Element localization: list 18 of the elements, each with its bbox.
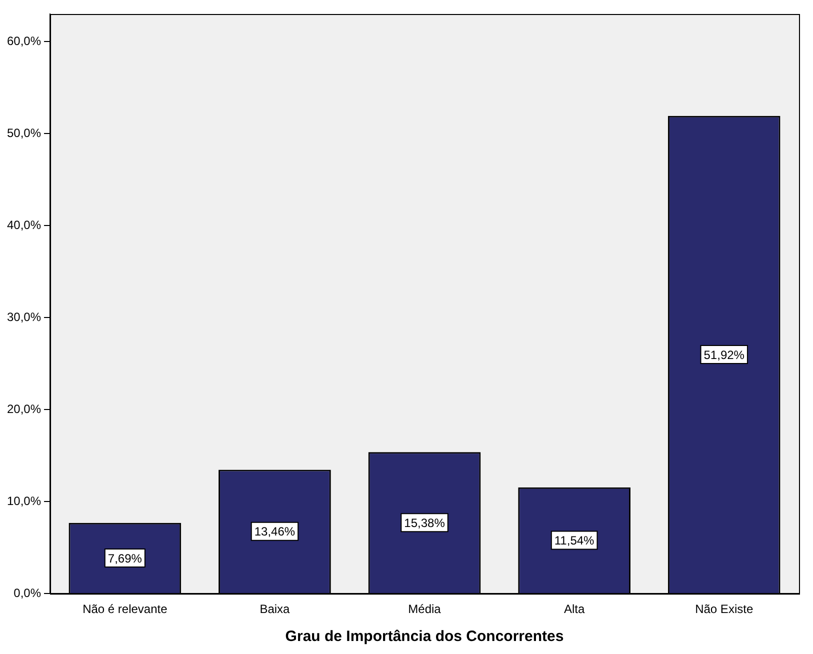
data-label: 13,46%	[254, 524, 296, 539]
y-tick-label: 30,0%	[6, 310, 42, 324]
x-axis-title: Grau de Importância dos Concorrentes	[285, 628, 564, 646]
data-label: 11,54%	[554, 534, 595, 548]
data-label: 51,92%	[704, 348, 745, 362]
x-tick-label: Não Existe	[695, 602, 754, 616]
data-label: 15,38%	[404, 516, 446, 530]
x-tick-label: Não é relevante	[82, 602, 168, 616]
y-tick-label: 40,0%	[6, 218, 42, 232]
x-tick-label: Média	[408, 602, 442, 616]
y-tick-label: 0,0%	[14, 586, 42, 600]
data-label: 7,69%	[108, 551, 142, 566]
x-tick-label: Alta	[564, 602, 585, 616]
y-tick-label: 10,0%	[6, 494, 42, 508]
y-tick-label: 50,0%	[6, 126, 42, 140]
y-tick-label: 20,0%	[6, 402, 42, 416]
y-tick-label: 60,0%	[6, 34, 42, 48]
x-tick-label: Baixa	[260, 602, 290, 616]
